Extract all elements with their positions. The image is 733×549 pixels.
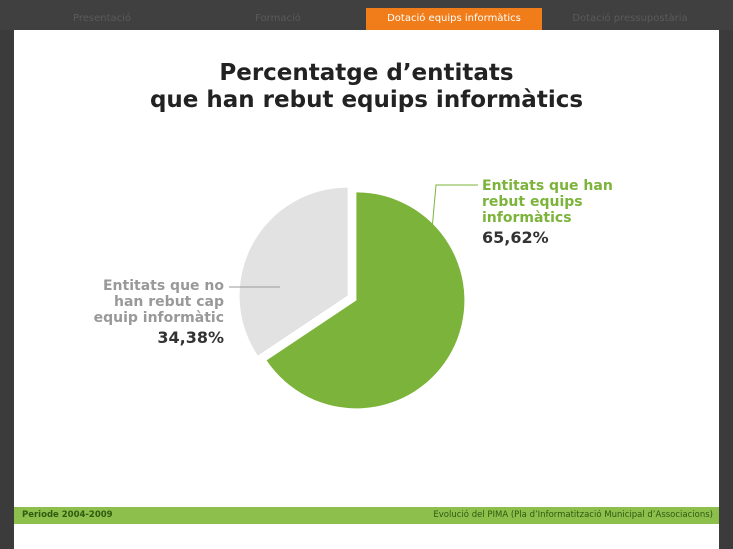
category-label: Entitats que no han rebut cap equip info… [93,278,224,326]
value-label: 34,38% [157,328,224,347]
nav-bar: Presentació Formació Dotació equips inform… [0,0,733,30]
value-label: 65,62% [482,228,549,247]
footer-left: Periode 2004-2009 [22,510,113,520]
nav-tab[interactable]: Dotació equips informàtics [366,8,542,30]
slice-label: Entitats que han rebut equips informàtic… [482,178,632,246]
pie-slice [266,192,465,409]
chart-title: Percentatge d’entitats que han rebut equ… [0,60,733,114]
nav-tab[interactable]: Formació [255,13,301,24]
leader-line [429,184,478,253]
footer-right: Evolució del PIMA (Pla d’Informatització… [433,510,713,520]
title-line: que han rebut equips informàtics [149,87,584,113]
title-line: Percentatge d’entitats [219,60,514,86]
category-label: Entitats que han rebut equips informàtic… [482,178,613,226]
nav-tab[interactable]: Presentació [72,13,132,24]
pie-slice [239,187,348,356]
nav-tab[interactable]: Dotació pressupostària [572,13,688,24]
slice-label: Entitats que no han rebut cap equip info… [74,278,224,346]
footer: Periode 2004-2009 Evolució del PIMA (Pla… [14,507,719,524]
